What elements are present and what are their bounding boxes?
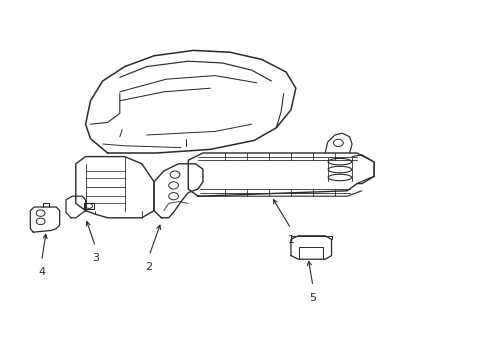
Text: 5: 5 bbox=[309, 293, 316, 303]
Text: 4: 4 bbox=[38, 267, 45, 278]
Text: 2: 2 bbox=[145, 262, 152, 272]
Text: 1: 1 bbox=[287, 235, 294, 245]
Text: 3: 3 bbox=[92, 253, 99, 263]
